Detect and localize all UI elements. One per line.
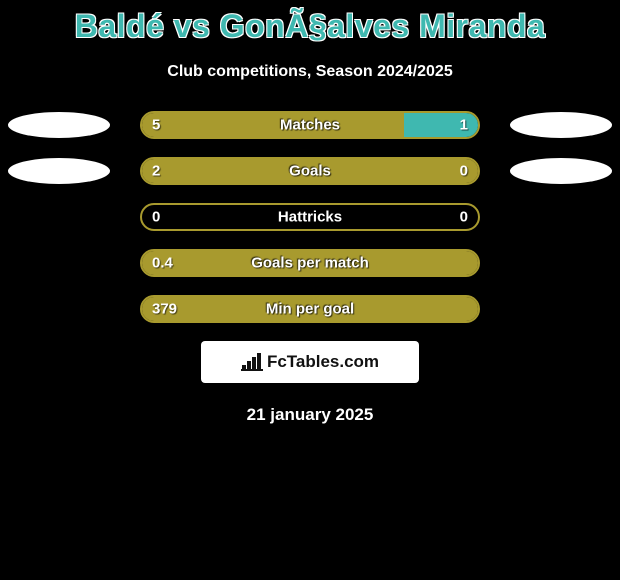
- stat-row: 0 0 Hattricks: [0, 203, 620, 231]
- generation-date: 21 january 2025: [0, 405, 620, 425]
- stat-label: Goals: [289, 163, 331, 180]
- club-badge-right: [510, 158, 612, 184]
- stat-row: 5 1 Matches: [0, 111, 620, 139]
- club-badge-left: [8, 112, 110, 138]
- stat-bar: 2 0 Goals: [140, 157, 480, 185]
- stat-row: 379 Min per goal: [0, 295, 620, 323]
- stat-bar: 5 1 Matches: [140, 111, 480, 139]
- stat-bar: 0 0 Hattricks: [140, 203, 480, 231]
- brand-logo: FcTables.com: [201, 341, 419, 383]
- stat-bar-left-fill: [142, 113, 404, 137]
- comparison-title: Baldé vs GonÃ§alves Miranda: [0, 0, 620, 45]
- stat-row: 0.4 Goals per match: [0, 249, 620, 277]
- stat-label: Goals per match: [251, 255, 369, 272]
- stat-bar: 0.4 Goals per match: [140, 249, 480, 277]
- stat-value-right: 0: [460, 209, 468, 226]
- club-badge-right: [510, 112, 612, 138]
- stat-value-left: 5: [152, 117, 160, 134]
- stat-value-left: 0: [152, 209, 160, 226]
- stat-value-left: 0.4: [152, 255, 173, 272]
- stat-value-right: 0: [460, 163, 468, 180]
- stat-label: Hattricks: [278, 209, 342, 226]
- stats-container: 5 1 Matches 2 0 Goals 0 0 Hattricks 0.4 Goals per …: [0, 111, 620, 323]
- comparison-subtitle: Club competitions, Season 2024/2025: [0, 63, 620, 81]
- stat-value-left: 379: [152, 301, 177, 318]
- club-badge-left: [8, 158, 110, 184]
- stat-row: 2 0 Goals: [0, 157, 620, 185]
- stat-value-right: 1: [460, 117, 468, 134]
- stat-value-left: 2: [152, 163, 160, 180]
- stat-label: Min per goal: [266, 301, 354, 318]
- stat-label: Matches: [280, 117, 340, 134]
- stat-bar: 379 Min per goal: [140, 295, 480, 323]
- bar-chart-icon: [241, 353, 263, 371]
- brand-text: FcTables.com: [267, 352, 379, 372]
